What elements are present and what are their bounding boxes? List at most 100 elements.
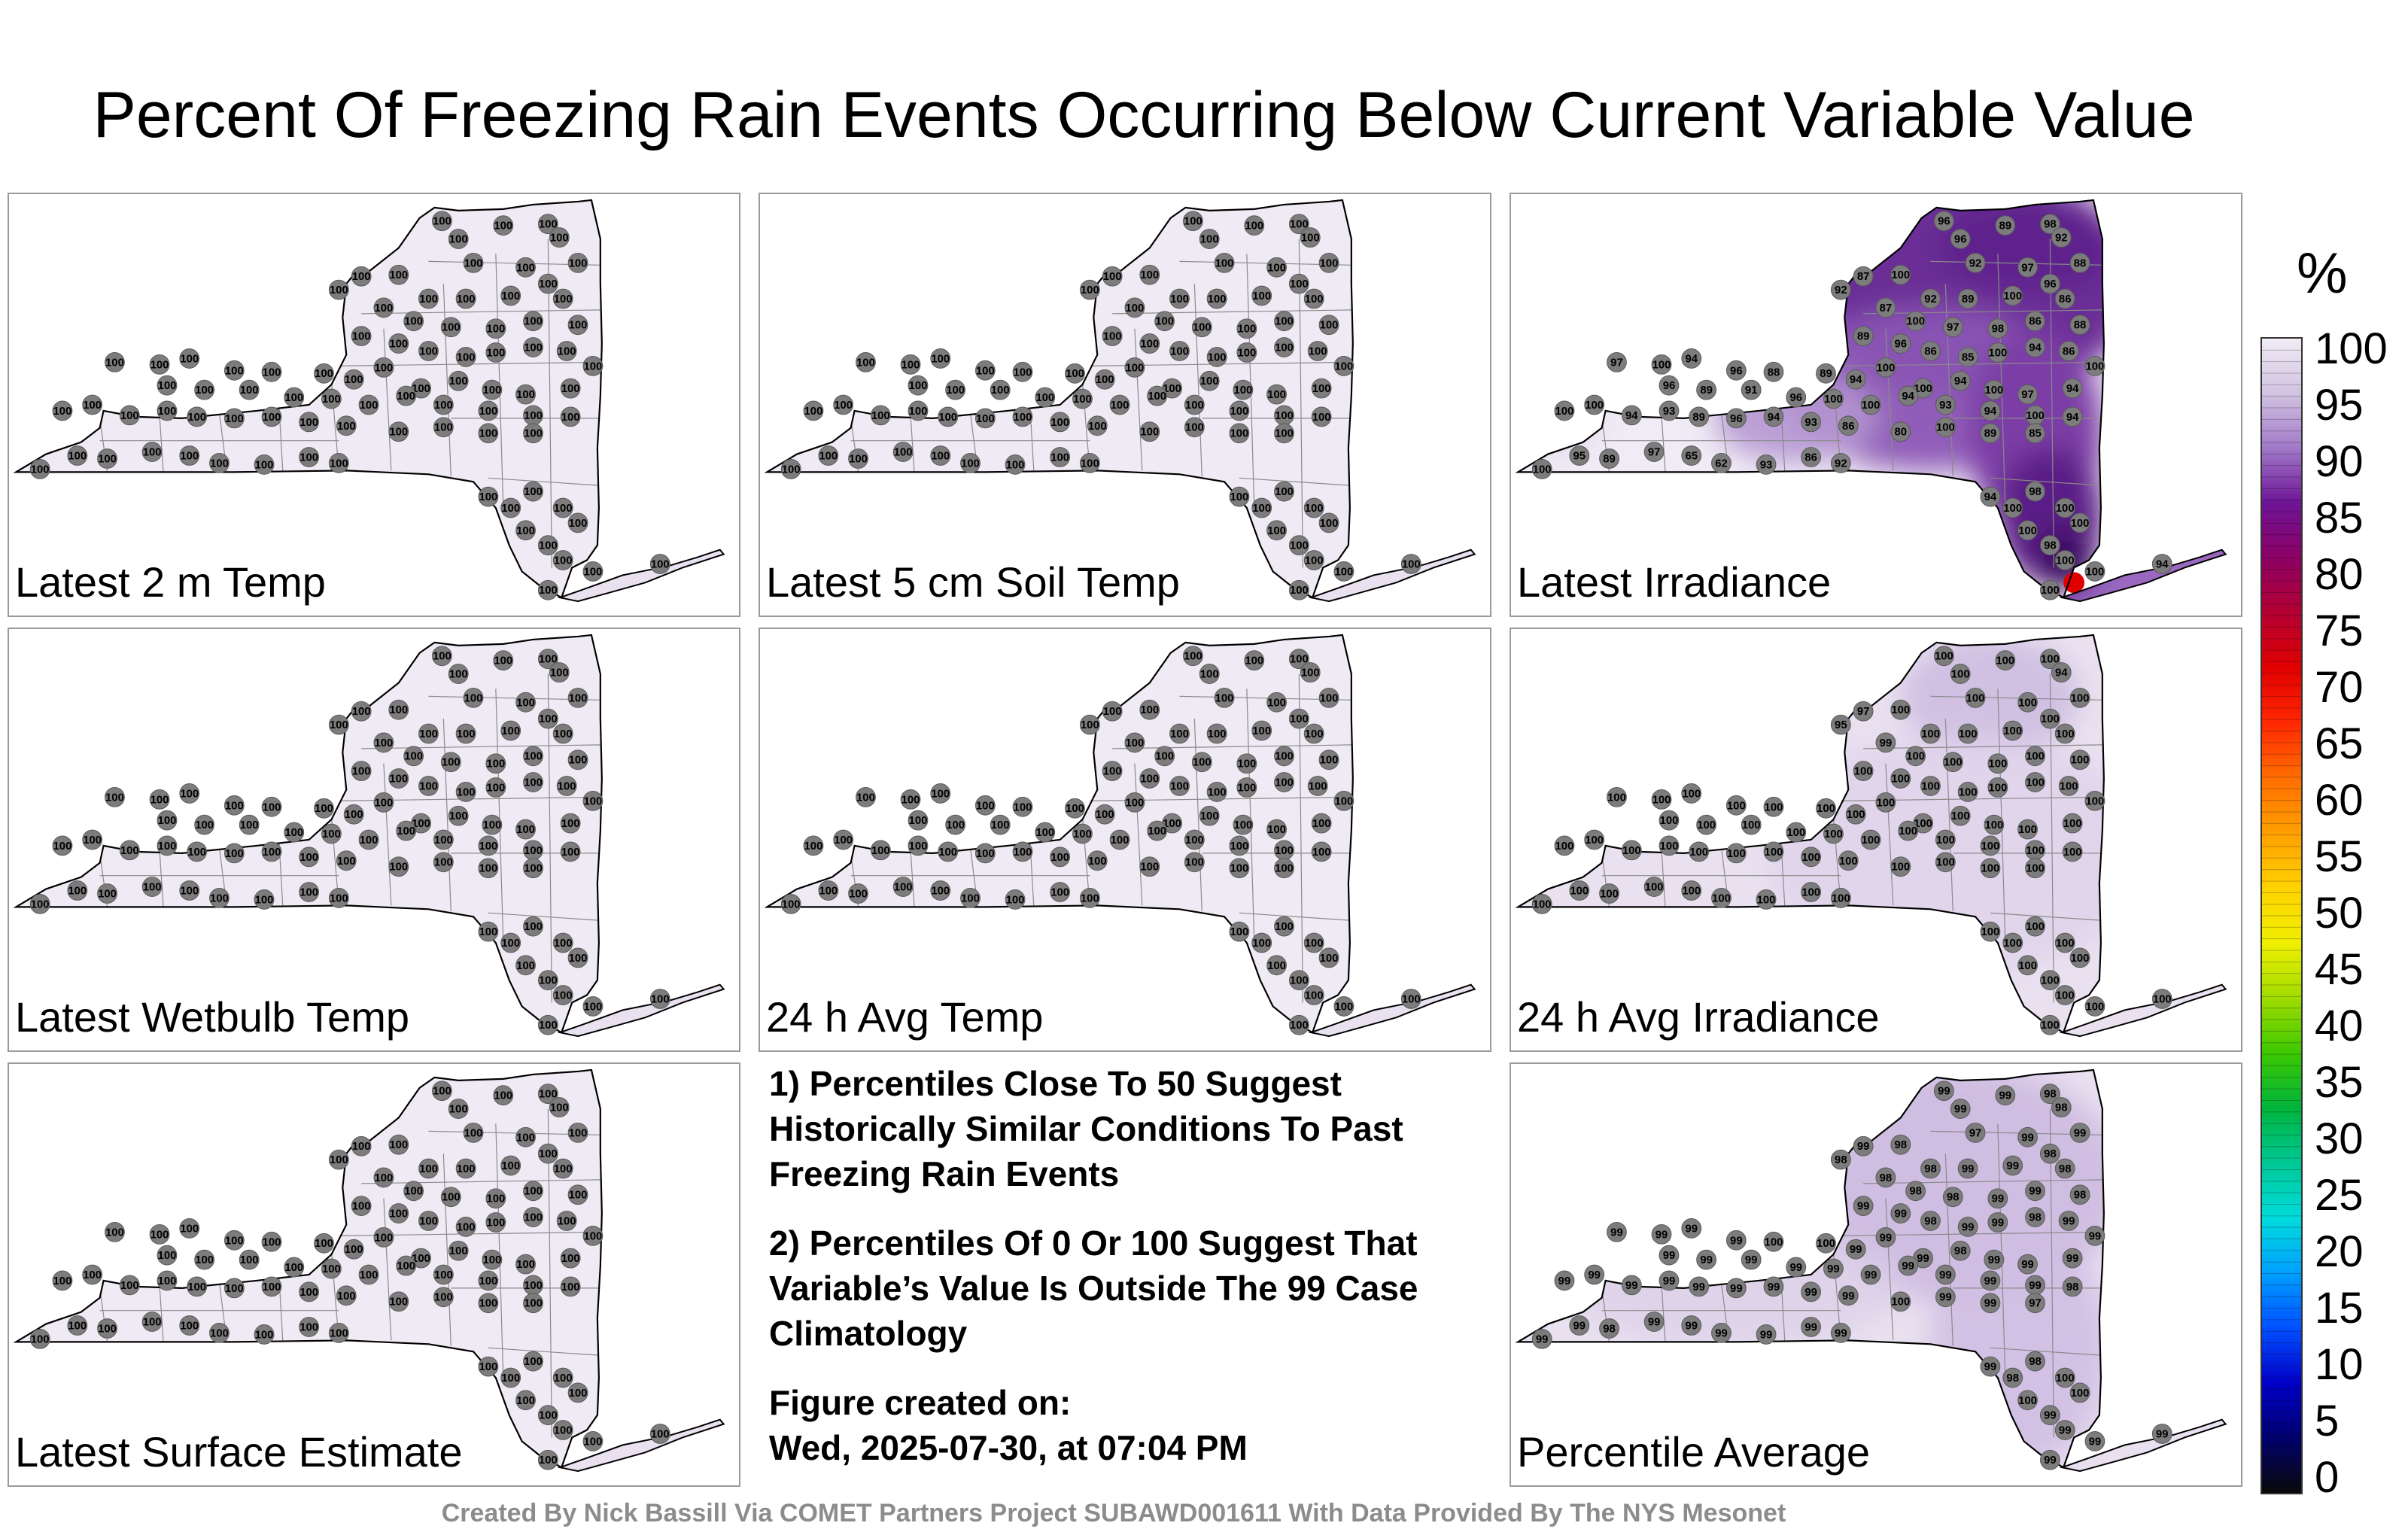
station-marker: 100 — [448, 805, 469, 826]
station-marker: 88 — [2069, 252, 2090, 273]
station-value: 100 — [1267, 824, 1286, 836]
station-marker: 100 — [990, 379, 1011, 400]
station-value: 100 — [299, 451, 318, 464]
station-marker: 100 — [1531, 893, 1552, 914]
station-marker: 100 — [1102, 701, 1123, 722]
station-value: 100 — [389, 704, 408, 716]
station-value: 100 — [2026, 863, 2045, 875]
station-marker: 100 — [1236, 342, 1257, 363]
station-marker: 100 — [567, 1122, 588, 1143]
station-value: 100 — [442, 322, 461, 334]
station-marker: 100 — [1890, 699, 1911, 720]
station-value: 100 — [389, 1208, 408, 1220]
station-marker: 100 — [1711, 888, 1732, 908]
station-marker: 100 — [1890, 768, 1911, 789]
station-value: 86 — [2029, 316, 2042, 328]
station-value: 100 — [98, 453, 117, 465]
state-fill — [16, 199, 602, 598]
station-marker: 100 — [149, 789, 170, 810]
station-value: 98 — [2029, 486, 2042, 498]
station-value: 94 — [1625, 410, 1638, 422]
station-marker: 100 — [321, 1258, 342, 1279]
station-value: 100 — [419, 345, 438, 357]
station-value: 100 — [524, 486, 543, 498]
station-marker: 100 — [418, 341, 439, 361]
station-value: 100 — [397, 825, 415, 837]
station-value: 100 — [1073, 394, 1092, 406]
station-marker: 100 — [482, 379, 503, 400]
station-value: 100 — [389, 1296, 408, 1309]
station-marker: 98 — [1987, 318, 2008, 339]
station-value: 96 — [1730, 365, 1743, 377]
station-marker: 99 — [1823, 1258, 1844, 1279]
station-marker: 100 — [1072, 388, 1093, 409]
station-marker: 100 — [431, 646, 452, 667]
station-value: 89 — [1962, 293, 1975, 305]
station-marker: 100 — [523, 1275, 543, 1296]
station-value: 99 — [1894, 1208, 1907, 1220]
station-marker: 100 — [478, 1270, 499, 1291]
station-value: 100 — [464, 692, 483, 704]
station-value: 100 — [539, 219, 558, 231]
station-marker: 100 — [463, 687, 484, 708]
station-value: 99 — [1865, 1269, 1877, 1281]
station-value: 100 — [180, 788, 199, 800]
station-value: 100 — [1832, 892, 1850, 904]
station-value: 94 — [1902, 391, 1914, 403]
station-marker: 100 — [1079, 888, 1100, 908]
station-value: 100 — [299, 417, 318, 429]
station-value: 100 — [180, 1223, 199, 1235]
station-marker: 100 — [1162, 813, 1182, 834]
station-value: 100 — [263, 366, 281, 378]
station-value: 100 — [195, 385, 214, 397]
station-value: 88 — [2074, 320, 2087, 332]
station-value: 100 — [1163, 818, 1181, 830]
station-marker: 99 — [2069, 1122, 2090, 1143]
panel-label: 24 h Avg Irradiance — [1517, 993, 1880, 1041]
station-marker: 100 — [560, 378, 581, 399]
station-marker: 100 — [974, 843, 996, 864]
station-value: 99 — [1625, 1280, 1638, 1292]
station-marker: 100 — [1300, 662, 1321, 682]
station-value: 100 — [322, 1263, 341, 1275]
state-map: 100 100 100 100 100 100 100 100 100 100 100 100 100 1… — [764, 199, 1476, 603]
station-marker: 100 — [833, 394, 854, 415]
station-value: 100 — [976, 800, 995, 812]
station-value: 99 — [1827, 1263, 1840, 1275]
station-value: 100 — [1570, 885, 1589, 897]
station-value: 100 — [434, 834, 453, 847]
station-value: 100 — [412, 1253, 430, 1265]
station-value: 100 — [1981, 926, 2000, 938]
station-value: 92 — [1835, 457, 1847, 470]
station-value: 100 — [322, 828, 341, 840]
station-value: 100 — [501, 1372, 520, 1385]
station-marker: 100 — [2084, 355, 2105, 376]
station-value: 100 — [457, 1163, 476, 1175]
station-marker: 100 — [560, 1276, 581, 1297]
station-marker: 100 — [1696, 814, 1717, 835]
station-value: 100 — [180, 353, 199, 365]
station-value: 89 — [1700, 385, 1713, 397]
station-marker: 99 — [1933, 1081, 1954, 1102]
station-marker: 99 — [1957, 1158, 1978, 1179]
station-marker: 100 — [552, 288, 573, 309]
station-marker: 100 — [1184, 417, 1205, 438]
station-value: 97 — [1648, 447, 1661, 459]
station-marker: 100 — [500, 720, 521, 741]
station-value: 96 — [1894, 339, 1907, 351]
station-marker: 100 — [990, 814, 1011, 835]
station-value: 100 — [1140, 339, 1159, 351]
station-marker: 100 — [1823, 823, 1844, 844]
station-marker: 100 — [1087, 850, 1108, 871]
station-value: 98 — [2044, 1148, 2057, 1160]
station-value: 100 — [389, 862, 408, 874]
station-marker: 100 — [105, 787, 125, 807]
station-value: 100 — [1981, 863, 2000, 875]
colorbar-tick-label: 25 — [2315, 1171, 2364, 1220]
station-value: 100 — [1233, 385, 1252, 397]
station-marker: 100 — [537, 535, 558, 556]
station-marker: 100 — [388, 768, 409, 789]
station-marker: 100 — [1569, 880, 1590, 901]
station-value: 100 — [1081, 457, 1099, 470]
station-value: 100 — [2056, 555, 2075, 567]
